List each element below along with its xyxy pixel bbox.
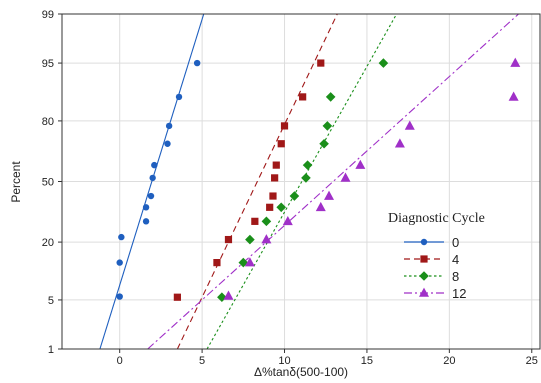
fit-lines [99, 14, 519, 349]
data-point-12 [355, 159, 366, 169]
data-point-4 [317, 59, 325, 67]
x-tick-label: 15 [361, 355, 373, 367]
data-point-12 [340, 172, 351, 182]
data-point-0 [175, 93, 183, 101]
legend-item-0: 0 [404, 235, 459, 250]
data-point-0 [142, 204, 150, 211]
data-point-0 [151, 161, 158, 169]
data-point-12 [508, 91, 519, 101]
legend-label: 12 [452, 286, 466, 301]
data-point-8 [261, 216, 272, 227]
y-ticks: 1 5 20 50 80 95 99 [42, 9, 62, 356]
data-point-0 [116, 293, 123, 300]
legend-title: Diagnostic Cycle [388, 211, 485, 226]
data-point-12 [404, 120, 415, 130]
data-point-0 [193, 59, 201, 67]
x-ticks: 0 5 10 15 20 25 [117, 349, 538, 367]
data-point-4 [277, 140, 285, 148]
y-tick-label: 99 [42, 9, 54, 21]
data-point-4 [280, 122, 289, 130]
data-point-12 [324, 190, 335, 200]
y-tick-label: 50 [42, 177, 54, 189]
data-point-0 [164, 140, 171, 147]
data-point-0 [116, 259, 123, 266]
data-point-4 [251, 217, 259, 225]
legend-swatch-marker [419, 287, 429, 297]
data-point-12 [244, 257, 255, 267]
x-tick-label: 25 [526, 355, 538, 367]
data-point-4 [272, 161, 280, 169]
legend-swatch-marker [419, 271, 429, 281]
data-point-8 [301, 173, 311, 183]
data-point-0 [165, 122, 173, 130]
data-point-12 [394, 138, 405, 148]
x-tick-label: 10 [278, 355, 290, 367]
data-point-8 [245, 234, 255, 245]
fit-line-0 [99, 14, 205, 349]
data-point-0 [118, 233, 125, 241]
data-point-8 [302, 160, 313, 170]
fit-line-12 [147, 14, 519, 349]
data-point-8 [378, 58, 389, 68]
data-point-8 [325, 92, 336, 102]
data-point-8 [217, 292, 227, 303]
x-axis-title: Δ%tanδ(500-100) [254, 365, 348, 379]
legend-swatch-marker [420, 238, 428, 246]
data-point-4 [266, 203, 274, 211]
data-point-4 [173, 293, 181, 301]
y-tick-label: 80 [42, 116, 54, 128]
fit-line-8 [206, 14, 398, 349]
legend-swatch-marker [420, 255, 428, 263]
legend-label: 0 [452, 235, 459, 250]
data-point-0 [149, 174, 156, 182]
data-point-0 [147, 192, 155, 200]
y-tick-label: 20 [42, 237, 54, 249]
data-point-12 [510, 57, 521, 67]
data-point-4 [213, 259, 221, 267]
data-point-4 [224, 235, 233, 244]
legend-label: 4 [452, 252, 459, 267]
data-point-0 [142, 218, 150, 225]
x-tick-label: 20 [443, 355, 455, 367]
data-point-4 [299, 93, 307, 101]
data-point-4 [271, 174, 279, 182]
gridlines [62, 13, 540, 350]
data-point-8 [238, 257, 249, 268]
y-tick-label: 1 [48, 344, 54, 356]
fit-line-4 [176, 14, 338, 349]
data-point-12 [223, 290, 234, 300]
legend-label: 8 [452, 269, 459, 284]
legend-item-12: 12 [404, 286, 466, 301]
y-tick-label: 95 [42, 58, 54, 70]
data-point-8 [289, 191, 300, 201]
legend-item-8: 8 [404, 269, 459, 284]
data-point-8 [322, 121, 333, 131]
data-point-8 [276, 202, 287, 213]
y-axis-title: Percent [9, 161, 23, 203]
x-tick-label: 0 [117, 355, 123, 367]
y-tick-label: 5 [48, 295, 54, 307]
data-point-4 [269, 192, 277, 200]
x-tick-label: 5 [199, 355, 205, 367]
data-point-12 [315, 201, 326, 212]
data-point-12 [261, 234, 272, 244]
data-markers [116, 57, 521, 303]
legend-item-4: 4 [404, 252, 459, 267]
data-point-12 [282, 215, 293, 226]
legend: Diagnostic Cycle 0 4 8 12 [388, 211, 485, 301]
data-point-8 [319, 138, 329, 149]
